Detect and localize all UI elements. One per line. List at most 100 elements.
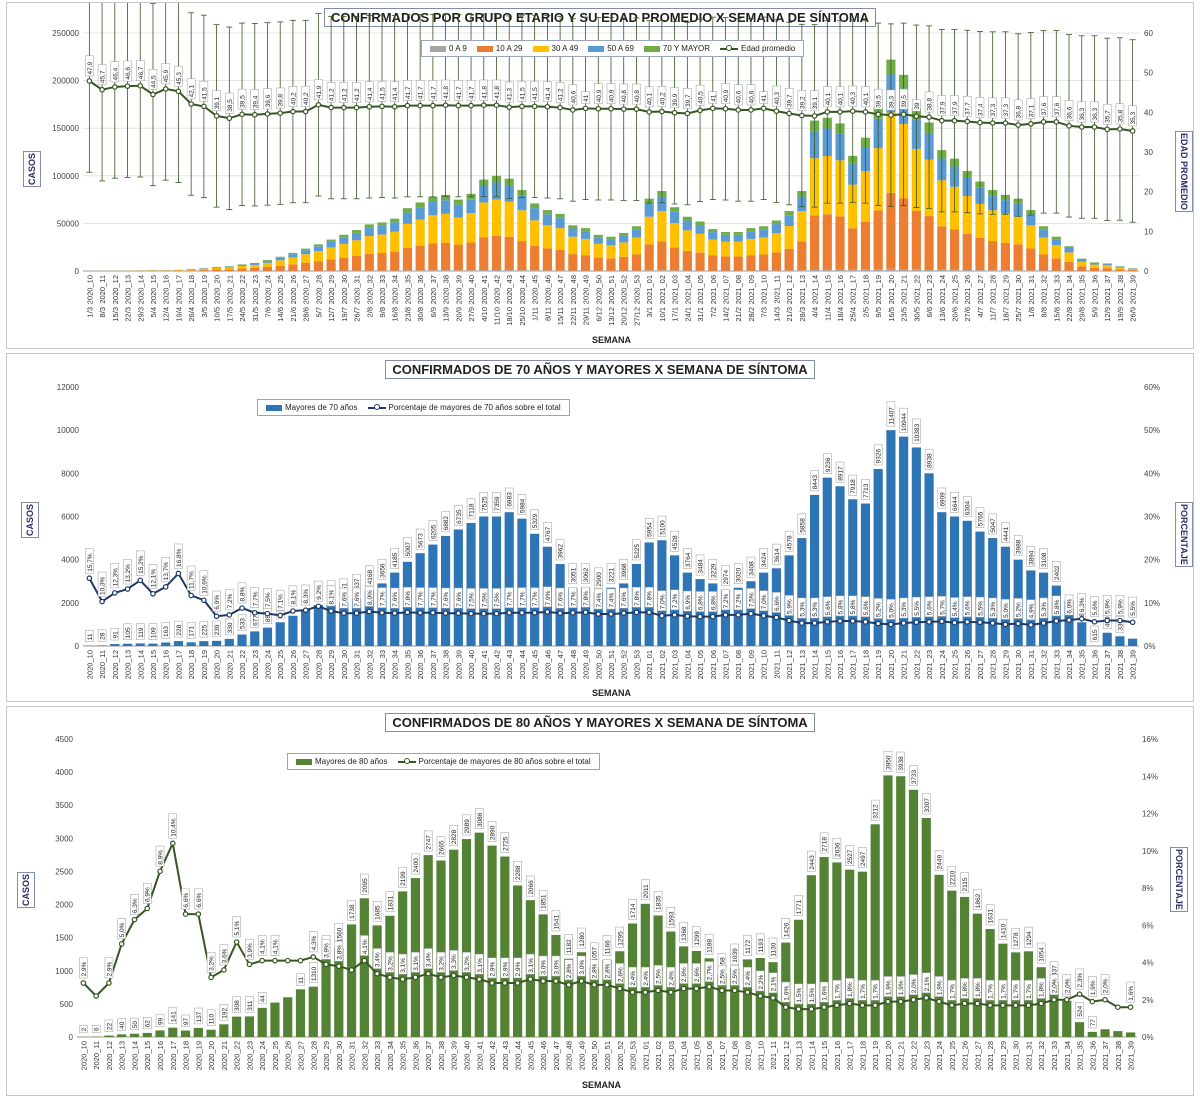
bar-data-label: 4767 <box>543 522 552 543</box>
svg-text:5,0%: 5,0% <box>119 922 126 937</box>
svg-text:7,7%: 7,7% <box>570 591 577 606</box>
svg-text:7,6%: 7,6% <box>558 592 565 607</box>
x-date-label: 7/2 <box>709 307 718 317</box>
line-data-label: 5,5% <box>912 596 921 618</box>
bar <box>517 518 527 646</box>
x-date-label: 29/11 <box>582 307 591 325</box>
svg-text:40,6: 40,6 <box>748 90 755 103</box>
line-data-label: 5,9% <box>1102 595 1112 616</box>
x-tick-label: 2021_01 <box>645 650 654 679</box>
x-tick-label: 2021_22 <box>912 275 921 304</box>
bar <box>359 898 369 1037</box>
line-data-label: 3,0% <box>538 955 548 977</box>
bar <box>104 1035 114 1037</box>
line-data-label: 41,2 <box>555 82 565 103</box>
line-data-label: 6,3% <box>130 894 139 915</box>
line-point <box>169 840 176 847</box>
legend-item: Edad promedio <box>720 44 795 53</box>
bar-segment <box>568 225 578 229</box>
line-point <box>353 610 360 616</box>
line-point <box>595 611 602 617</box>
bar <box>390 572 400 646</box>
svg-text:171: 171 <box>189 626 196 637</box>
x-tick-label: 2020_53 <box>632 650 641 679</box>
x-tick-label: 2020_23 <box>251 650 260 679</box>
x-date-label: 6/6 <box>925 307 934 317</box>
svg-text:2,9%: 2,9% <box>81 961 88 976</box>
bar <box>423 855 433 1037</box>
line-data-label: 6,0% <box>1064 594 1074 616</box>
line-data-label: 6,9% <box>212 590 221 612</box>
bar <box>1128 638 1138 646</box>
svg-text:7,0%: 7,0% <box>659 594 666 609</box>
x-tick-label: 2021_11 <box>772 275 781 304</box>
x-tick-label: 2021_38 <box>1116 275 1125 304</box>
svg-text:5,0%: 5,0% <box>1003 603 1010 618</box>
x-tick-label: 2021_35 <box>1078 275 1087 304</box>
bar-segment <box>517 270 527 271</box>
svg-text:1193: 1193 <box>758 938 765 952</box>
svg-text:5,6%: 5,6% <box>863 600 870 615</box>
svg-text:7,7%: 7,7% <box>532 591 539 606</box>
line-point <box>900 620 907 626</box>
svg-text:6,8%: 6,8% <box>710 595 717 610</box>
line-data-label: 6,8% <box>695 591 705 612</box>
svg-text:3968: 3968 <box>621 563 628 578</box>
line-point <box>709 105 716 112</box>
bar-data-label: 3614 <box>772 543 781 565</box>
x-tick-label: 2021_28 <box>989 275 998 304</box>
line-data-label: 2,8% <box>589 959 599 981</box>
x-tick-label: 2020_34 <box>391 650 400 679</box>
bar-segment <box>937 269 947 271</box>
line-point <box>476 976 483 983</box>
x-tick-label: 2021_18 <box>861 275 870 304</box>
line-data-label: 15,7% <box>85 548 94 574</box>
svg-text:1172: 1172 <box>745 940 752 954</box>
bar-segment <box>797 270 807 271</box>
line-point <box>744 989 751 996</box>
svg-text:1280: 1280 <box>579 932 586 947</box>
bar-segment <box>988 270 998 271</box>
svg-text:1631: 1631 <box>988 909 995 924</box>
x-date-label: 29/3 <box>136 307 145 322</box>
bar-segment <box>441 242 451 271</box>
x-tick-label: 2020_10 <box>85 275 94 304</box>
svg-text:7,6%: 7,6% <box>392 592 399 607</box>
svg-text:3020: 3020 <box>736 567 743 582</box>
x-date-label: 24/1 <box>683 307 692 322</box>
svg-text:97: 97 <box>183 1017 190 1025</box>
x-tick-label: 2020_18 <box>187 275 196 304</box>
bar-data-label: 2 <box>79 1025 88 1034</box>
svg-text:3051: 3051 <box>570 567 577 582</box>
svg-text:10,4%: 10,4% <box>170 818 177 837</box>
x-tick-label: 2020_13 <box>118 1041 127 1070</box>
bar <box>899 436 909 646</box>
bar-segment <box>733 234 743 242</box>
svg-text:41,8: 41,8 <box>481 86 488 99</box>
line-data-label: 39,3 <box>886 89 895 111</box>
svg-text:5,6%: 5,6% <box>927 600 934 615</box>
bar-data-label: 3894 <box>1026 546 1035 567</box>
x-tick-label: 2021_34 <box>1065 650 1074 679</box>
x-tick-label: 2020_19 <box>200 275 209 304</box>
bar-segment <box>937 226 947 270</box>
bar-segment <box>1128 268 1138 270</box>
bar-data-label: 6644 <box>950 492 959 513</box>
bar-segment <box>593 243 603 258</box>
line-data-label: 41,5 <box>377 80 386 102</box>
bar-segment <box>670 247 680 271</box>
line-data-label: 3,0% <box>551 955 560 977</box>
x-tick-label: 2020_21 <box>225 275 234 304</box>
bar <box>364 589 374 646</box>
line-data-label: 1,5% <box>807 983 816 1005</box>
x-tick-label: 2020_30 <box>340 275 349 304</box>
svg-text:39,5: 39,5 <box>240 95 247 108</box>
line-data-label: 46,6 <box>123 60 132 82</box>
x-date-label: 18/4 <box>836 307 845 322</box>
line-data-label: 7,7% <box>415 587 425 609</box>
bar-segment <box>288 264 298 271</box>
svg-text:39,1: 39,1 <box>214 96 221 109</box>
svg-text:3,2%: 3,2% <box>209 956 216 971</box>
bar-data-label: 3020 <box>733 563 743 584</box>
bar <box>857 871 868 1037</box>
